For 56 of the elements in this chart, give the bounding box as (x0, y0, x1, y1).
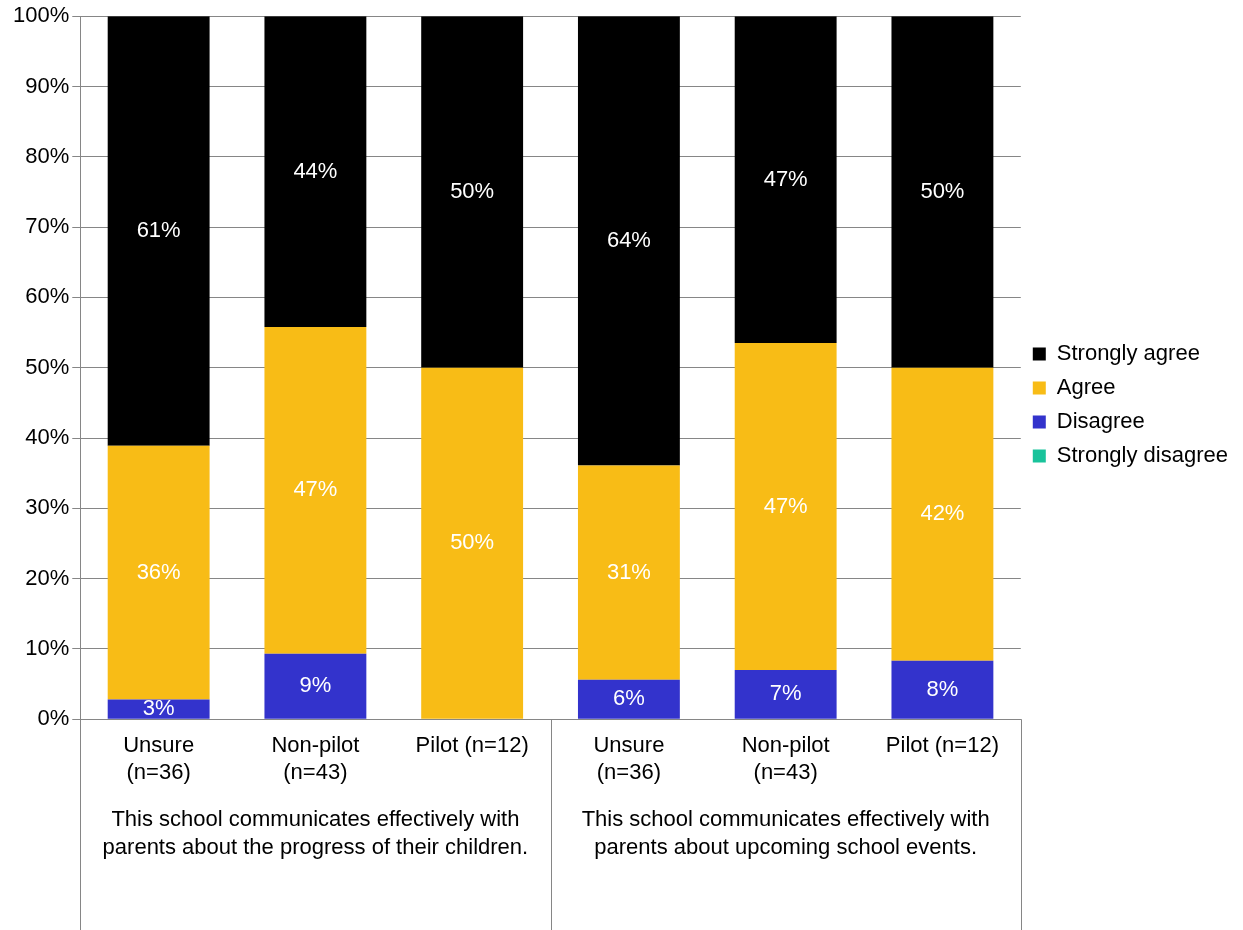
bar (891, 367, 994, 661)
x-tick-label: Non-pilot (n=43) (271, 732, 360, 784)
data-label: 61% (136, 217, 181, 243)
y-tick-label: 90% (25, 72, 70, 98)
x-tick-label: Pilot (n=12) (885, 732, 999, 758)
x-tick-label: Non-pilot (n=43) (741, 732, 830, 784)
data-label: 42% (920, 500, 965, 526)
bar (734, 343, 837, 670)
bar (734, 669, 837, 719)
data-label: 44% (293, 157, 338, 183)
data-label: 47% (763, 492, 808, 518)
bar (264, 326, 367, 654)
data-label: 47% (293, 476, 338, 502)
legend-label: Strongly agree (1056, 340, 1200, 366)
x-tick-label: Pilot (n=12) (415, 732, 529, 758)
data-label: 50% (450, 529, 495, 555)
data-label: 47% (763, 165, 808, 191)
data-label: 36% (136, 558, 181, 584)
data-label: 8% (926, 675, 959, 701)
bar (891, 660, 994, 719)
y-tick-label: 100% (12, 2, 70, 28)
data-label: 31% (606, 558, 651, 584)
y-tick-label: 50% (25, 353, 70, 379)
data-label: 3% (142, 695, 175, 721)
bar (264, 16, 367, 327)
data-label: 9% (299, 672, 332, 698)
bar (577, 679, 680, 719)
legend-label: Strongly disagree (1056, 442, 1229, 468)
y-tick-label: 10% (25, 634, 70, 660)
x-tick-label: Unsure (n=36) (123, 732, 195, 784)
data-label: 6% (613, 685, 645, 711)
bar (107, 445, 210, 700)
data-label: 64% (606, 226, 651, 252)
data-label: 50% (920, 178, 965, 204)
bar (421, 16, 524, 368)
bar (264, 653, 367, 719)
y-tick-label: 20% (25, 564, 70, 590)
data-label: 50% (450, 178, 495, 204)
bar (421, 367, 524, 719)
text: This school communicates effectively with parents about upcoming school events. (581, 806, 990, 860)
legend-label: Agree (1056, 374, 1116, 400)
y-tick-label: 30% (25, 494, 70, 520)
text: This school communicates effectively with parents about the progress of their children. (102, 806, 529, 860)
y-tick-label: 60% (25, 283, 70, 309)
y-tick-label: 80% (25, 142, 70, 168)
bar (734, 16, 837, 344)
y-tick-label: 70% (25, 213, 70, 239)
x-tick-label: Unsure (n=36) (593, 732, 665, 784)
bar (107, 16, 210, 446)
bar (577, 16, 680, 466)
data-label: 7% (769, 680, 802, 706)
bar (891, 16, 994, 368)
legend-label: Disagree (1056, 408, 1145, 434)
y-tick-label: 40% (25, 424, 70, 450)
bar (577, 465, 680, 680)
y-tick-label: 0% (37, 705, 70, 731)
